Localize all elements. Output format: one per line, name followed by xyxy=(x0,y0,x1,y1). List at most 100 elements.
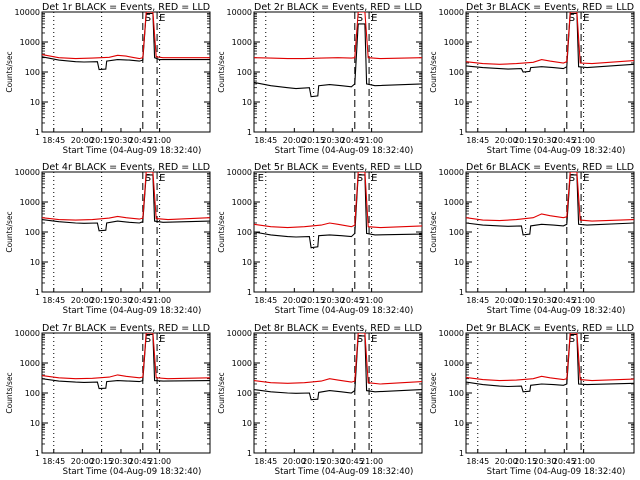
marker-label-E: E xyxy=(583,334,589,345)
series-line-events xyxy=(42,12,210,71)
x-axis-label: Start Time (04-Aug-09 18:32:40) xyxy=(63,146,202,156)
marker-label-S: S xyxy=(357,173,363,184)
marker-label-E: E xyxy=(371,334,377,345)
y-tick-label: 100 xyxy=(449,228,464,237)
x-tick-label: 20:45 xyxy=(129,136,152,145)
y-axis-label: Counts/sec xyxy=(217,51,226,92)
y-tick-label: 1 xyxy=(35,449,40,458)
x-tick-label: 20:45 xyxy=(341,296,364,305)
x-tick-label: 21:00 xyxy=(148,136,171,145)
x-tick-label: 21:00 xyxy=(572,136,595,145)
y-axis-label: Counts/sec xyxy=(5,372,14,413)
chart-panel-1: Det 1r BLACK = Events, RED = LLD Counts/s… xyxy=(5,2,211,156)
plot-frame xyxy=(465,332,635,454)
x-tick-label: 20:45 xyxy=(553,457,576,466)
x-axis-label: Start Time (04-Aug-09 18:32:40) xyxy=(487,146,626,156)
x-tick-label: 20:30 xyxy=(109,136,132,145)
chart-panel-8: Det 8r BLACK = Events, RED = LLD Counts/s… xyxy=(217,323,423,477)
x-tick-label: 20:00 xyxy=(71,136,94,145)
plot-frame xyxy=(465,171,635,293)
series-line-events xyxy=(466,333,634,393)
y-axis-label: Counts/sec xyxy=(217,211,226,252)
x-tick-label: 20:30 xyxy=(533,136,556,145)
y-tick-label: 100 xyxy=(237,68,252,77)
y-tick-label: 10 xyxy=(454,419,464,428)
series-line-events xyxy=(42,333,210,390)
marker-label-E: E xyxy=(371,173,377,184)
y-tick-label: 100 xyxy=(237,228,252,237)
series-line-lld xyxy=(42,12,210,60)
chart-title: Det 3r BLACK = Events, RED = LLD xyxy=(466,2,634,13)
x-tick-label: 20:30 xyxy=(321,136,344,145)
series-line-events xyxy=(254,23,422,98)
plot-frame xyxy=(41,332,211,454)
series-line-events xyxy=(254,335,422,401)
series-line-events xyxy=(254,174,422,249)
y-tick-label: 1000 xyxy=(444,38,464,47)
chart-panel-6: Det 6r BLACK = Events, RED = LLD Counts/s… xyxy=(429,162,635,316)
series-line-lld xyxy=(42,333,210,380)
x-tick-label: 20:00 xyxy=(495,296,518,305)
marker-label-E: E xyxy=(371,13,377,24)
x-tick-label: 20:00 xyxy=(283,457,306,466)
y-tick-label: 1 xyxy=(459,128,464,137)
y-axis-label: Counts/sec xyxy=(429,51,438,92)
y-tick-label: 10 xyxy=(242,98,252,107)
y-tick-label: 1 xyxy=(35,128,40,137)
y-axis-label: Counts/sec xyxy=(217,372,226,413)
y-tick-label: 10000 xyxy=(439,329,464,338)
y-tick-label: 100 xyxy=(449,389,464,398)
y-axis-label: Counts/sec xyxy=(5,211,14,252)
marker-label-S: S xyxy=(357,334,363,345)
y-tick-label: 10 xyxy=(30,258,40,267)
x-tick-label: 18:45 xyxy=(254,457,277,466)
x-axis-label: Start Time (04-Aug-09 18:32:40) xyxy=(63,306,202,316)
x-tick-label: 20:00 xyxy=(71,457,94,466)
y-tick-label: 10000 xyxy=(15,168,40,177)
chart-title: Det 1r BLACK = Events, RED = LLD xyxy=(42,2,210,13)
y-tick-label: 10000 xyxy=(439,168,464,177)
x-tick-label: 21:00 xyxy=(572,296,595,305)
x-axis-label: Start Time (04-Aug-09 18:32:40) xyxy=(275,146,414,156)
x-tick-label: 20:30 xyxy=(321,457,344,466)
y-tick-label: 1 xyxy=(247,449,252,458)
x-tick-label: 20:00 xyxy=(495,457,518,466)
x-tick-label: 20:30 xyxy=(533,457,556,466)
plot-frame xyxy=(465,11,635,133)
chart-title: Det 6r BLACK = Events, RED = LLD xyxy=(466,162,634,173)
plot-frame xyxy=(41,171,211,293)
series-line-lld xyxy=(254,12,422,60)
x-tick-label: 20:15 xyxy=(302,457,325,466)
series-line-events xyxy=(466,174,634,236)
chart-panel-3: Det 3r BLACK = Events, RED = LLD Counts/s… xyxy=(429,2,635,156)
y-tick-label: 100 xyxy=(25,68,40,77)
x-tick-label: 21:00 xyxy=(360,457,383,466)
y-tick-label: 1000 xyxy=(20,359,40,368)
x-tick-label: 20:00 xyxy=(71,296,94,305)
x-tick-label: 18:45 xyxy=(466,136,489,145)
y-tick-label: 100 xyxy=(25,228,40,237)
x-tick-label: 21:00 xyxy=(360,296,383,305)
series-line-lld xyxy=(254,172,422,229)
marker-label-S: S xyxy=(569,334,575,345)
y-tick-label: 1 xyxy=(247,128,252,137)
series-line-events xyxy=(466,12,634,73)
x-tick-label: 20:45 xyxy=(341,457,364,466)
x-tick-label: 18:45 xyxy=(42,296,65,305)
y-tick-label: 10 xyxy=(30,419,40,428)
plot-frame xyxy=(253,11,423,133)
marker-label-E: E xyxy=(258,173,264,184)
x-tick-label: 20:45 xyxy=(553,296,576,305)
x-tick-label: 20:15 xyxy=(514,136,537,145)
y-tick-label: 10000 xyxy=(439,8,464,17)
marker-label-S: S xyxy=(569,173,575,184)
marker-label-E: E xyxy=(583,13,589,24)
y-tick-label: 1000 xyxy=(232,38,252,47)
x-tick-label: 18:45 xyxy=(42,457,65,466)
y-tick-label: 1000 xyxy=(444,359,464,368)
x-tick-label: 18:45 xyxy=(466,457,489,466)
x-axis-label: Start Time (04-Aug-09 18:32:40) xyxy=(275,467,414,477)
chart-panel-7: Det 7r BLACK = Events, RED = LLD Counts/s… xyxy=(5,323,211,477)
x-tick-label: 20:00 xyxy=(283,136,306,145)
